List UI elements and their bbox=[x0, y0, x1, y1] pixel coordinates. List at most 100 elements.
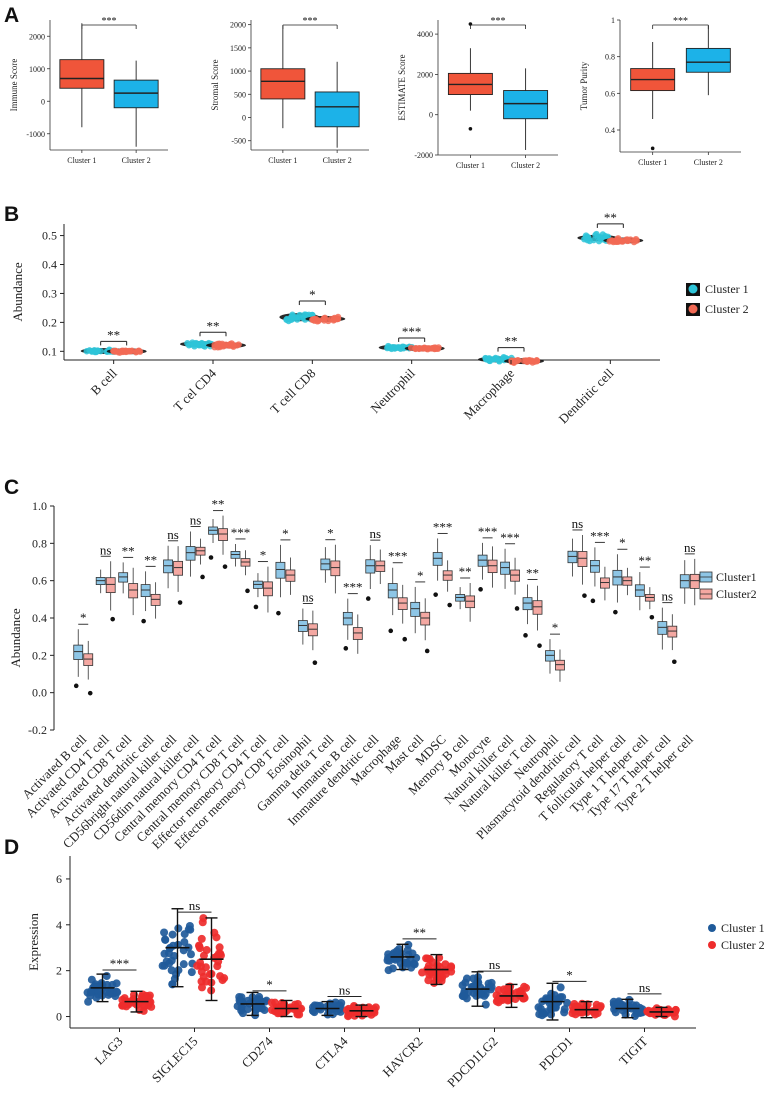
outlier-point bbox=[141, 618, 146, 624]
significance-label: ** bbox=[505, 334, 518, 349]
y-tick-label: 1000 bbox=[29, 65, 45, 74]
legend-swatch bbox=[708, 941, 716, 949]
data-point bbox=[84, 997, 93, 1006]
y-axis-label: ESTIMATE Score bbox=[397, 54, 407, 120]
box-cluster1 bbox=[320, 558, 331, 571]
data-point bbox=[416, 345, 423, 352]
box-cluster2 bbox=[105, 577, 116, 594]
data-point bbox=[92, 348, 99, 356]
y-tick-label: 0.4 bbox=[32, 611, 47, 625]
significance-label: ** bbox=[638, 553, 651, 568]
box-cluster-2 bbox=[685, 47, 731, 73]
y-axis-label: Immune Score bbox=[9, 59, 19, 112]
boxplot-a-1: -1000 0 1000 2000 Immune Score Cluster 1 Clust… bbox=[9, 16, 168, 165]
box-cluster1 bbox=[275, 561, 286, 579]
significance-label: ** bbox=[459, 564, 472, 579]
data-point bbox=[197, 967, 206, 976]
significance-label: *** bbox=[433, 519, 453, 534]
x-tick-label: Neutrophil bbox=[367, 365, 418, 416]
box-cluster1 bbox=[590, 560, 600, 573]
box-cluster1 bbox=[522, 597, 533, 611]
data-point bbox=[610, 1005, 619, 1014]
data-point bbox=[632, 235, 640, 243]
data-point bbox=[290, 1003, 299, 1012]
y-tick-label: 0.5 bbox=[42, 229, 57, 243]
outlier-point bbox=[582, 593, 587, 598]
y-tick-label: 1000 bbox=[230, 67, 246, 76]
box-cluster2 bbox=[83, 653, 94, 666]
data-point bbox=[97, 979, 106, 988]
y-tick-label: 0.1 bbox=[42, 344, 57, 358]
box-cluster2 bbox=[667, 625, 678, 638]
outlier-point bbox=[276, 610, 281, 616]
x-tick-label: Cluster 1 bbox=[268, 156, 297, 165]
data-point bbox=[229, 342, 237, 349]
data-point bbox=[136, 348, 144, 355]
box-cluster1 bbox=[477, 554, 488, 567]
outlier-point bbox=[447, 602, 452, 608]
data-point bbox=[102, 972, 111, 981]
significance-label: ** bbox=[212, 497, 225, 512]
data-point bbox=[371, 1003, 380, 1012]
panel-letter-b: B bbox=[4, 203, 19, 226]
box-cluster1 bbox=[387, 583, 398, 599]
outlier-point bbox=[110, 616, 115, 622]
significance-label: *** bbox=[402, 324, 422, 339]
significance-label: *** bbox=[491, 16, 506, 27]
data-point bbox=[146, 998, 155, 1007]
box-cluster2 bbox=[397, 597, 408, 610]
significance-label: ns bbox=[190, 512, 202, 527]
significance-label: *** bbox=[478, 524, 498, 539]
legend-label: Cluster 1 bbox=[705, 282, 749, 296]
data-point bbox=[671, 1005, 680, 1014]
y-axis-label: Tumor Purity bbox=[579, 61, 589, 110]
data-point bbox=[161, 935, 170, 944]
y-tick-label: 4 bbox=[56, 918, 62, 932]
data-point bbox=[225, 342, 232, 349]
data-point bbox=[210, 928, 219, 937]
data-point bbox=[310, 1008, 319, 1017]
x-tick-label: Cluster 1 bbox=[638, 158, 667, 167]
data-point bbox=[609, 237, 616, 245]
outlier-point bbox=[402, 636, 408, 642]
y-tick-label: 500 bbox=[234, 90, 246, 99]
y-tick-label: 4000 bbox=[417, 30, 433, 39]
data-point bbox=[435, 344, 442, 351]
data-point bbox=[195, 944, 204, 953]
outlier-point bbox=[523, 633, 528, 638]
box-cluster-2 bbox=[314, 91, 360, 128]
data-point bbox=[160, 949, 169, 958]
data-point bbox=[459, 992, 468, 1001]
significance-label: ns bbox=[339, 983, 351, 998]
box-cluster2 bbox=[352, 627, 363, 640]
significance-label: * bbox=[566, 967, 573, 982]
box-cluster-1 bbox=[260, 68, 306, 100]
significance-label: * bbox=[282, 526, 289, 541]
panel-b: 0.1 0.2 0.3 0.4 0.5 Abundance ** B cell ** T cel … bbox=[10, 210, 749, 426]
data-point bbox=[83, 348, 90, 355]
y-tick-label: -1000 bbox=[26, 130, 45, 139]
y-axis-label: Stromal Score bbox=[210, 59, 220, 110]
data-point bbox=[525, 356, 533, 364]
box-cluster1 bbox=[545, 650, 555, 662]
data-point bbox=[483, 356, 490, 363]
data-point bbox=[184, 340, 191, 347]
data-point bbox=[195, 341, 202, 348]
data-point bbox=[392, 947, 401, 956]
box-cluster1 bbox=[657, 621, 668, 635]
significance-label: ns bbox=[684, 540, 696, 555]
data-point bbox=[237, 993, 246, 1002]
y-tick-label: -500 bbox=[231, 137, 246, 146]
data-point bbox=[243, 1005, 252, 1014]
data-point bbox=[293, 1010, 302, 1019]
legend-label: Cluster 2 bbox=[721, 938, 765, 952]
y-tick-label: 2 bbox=[56, 964, 62, 978]
box-cluster1 bbox=[612, 569, 623, 586]
data-point bbox=[461, 978, 470, 987]
box-cluster1 bbox=[297, 620, 308, 632]
data-point bbox=[538, 1011, 547, 1020]
significance-label: *** bbox=[500, 530, 520, 545]
box-cluster2 bbox=[600, 577, 610, 589]
box-cluster1 bbox=[432, 552, 443, 566]
